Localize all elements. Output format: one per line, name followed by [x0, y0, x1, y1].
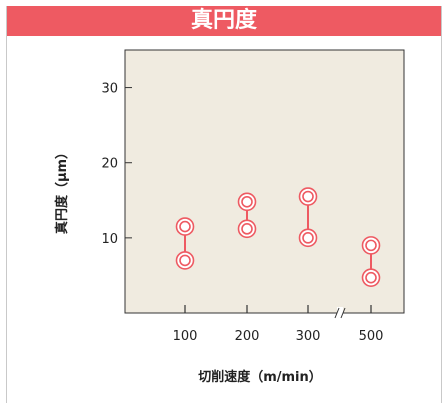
chart-title: 真円度	[190, 8, 257, 33]
title-bar	[7, 6, 441, 36]
y-tick-label: 20	[101, 157, 118, 172]
point-high-inner	[365, 239, 377, 252]
point-low-inner	[179, 254, 191, 267]
x-axis: 100 200 300 500	[173, 305, 384, 344]
axis-break-mark	[334, 307, 340, 319]
x-tick-label: 300	[296, 329, 321, 344]
y-axis-label: 真円度（μm）	[54, 146, 70, 234]
point-low-inner	[241, 223, 253, 235]
data-marks	[175, 187, 381, 287]
plot-area	[124, 49, 405, 314]
point-high-inner	[179, 220, 191, 233]
y-tick-label: 10	[101, 232, 118, 247]
point-low-inner	[365, 271, 377, 284]
x-tick-label: 200	[235, 329, 260, 344]
point-low-inner	[302, 232, 314, 244]
point-high-inner	[241, 195, 253, 208]
x-axis-label: 切削速度（m/min）	[198, 369, 322, 385]
y-tick-label: 30	[101, 82, 118, 97]
point-high-inner	[302, 190, 314, 203]
axis-break-mark	[340, 307, 346, 319]
x-tick-label: 500	[359, 329, 384, 344]
y-axis: 10 20 30	[101, 82, 132, 247]
axis-break-gap	[337, 307, 343, 319]
x-tick-label: 100	[173, 329, 198, 344]
